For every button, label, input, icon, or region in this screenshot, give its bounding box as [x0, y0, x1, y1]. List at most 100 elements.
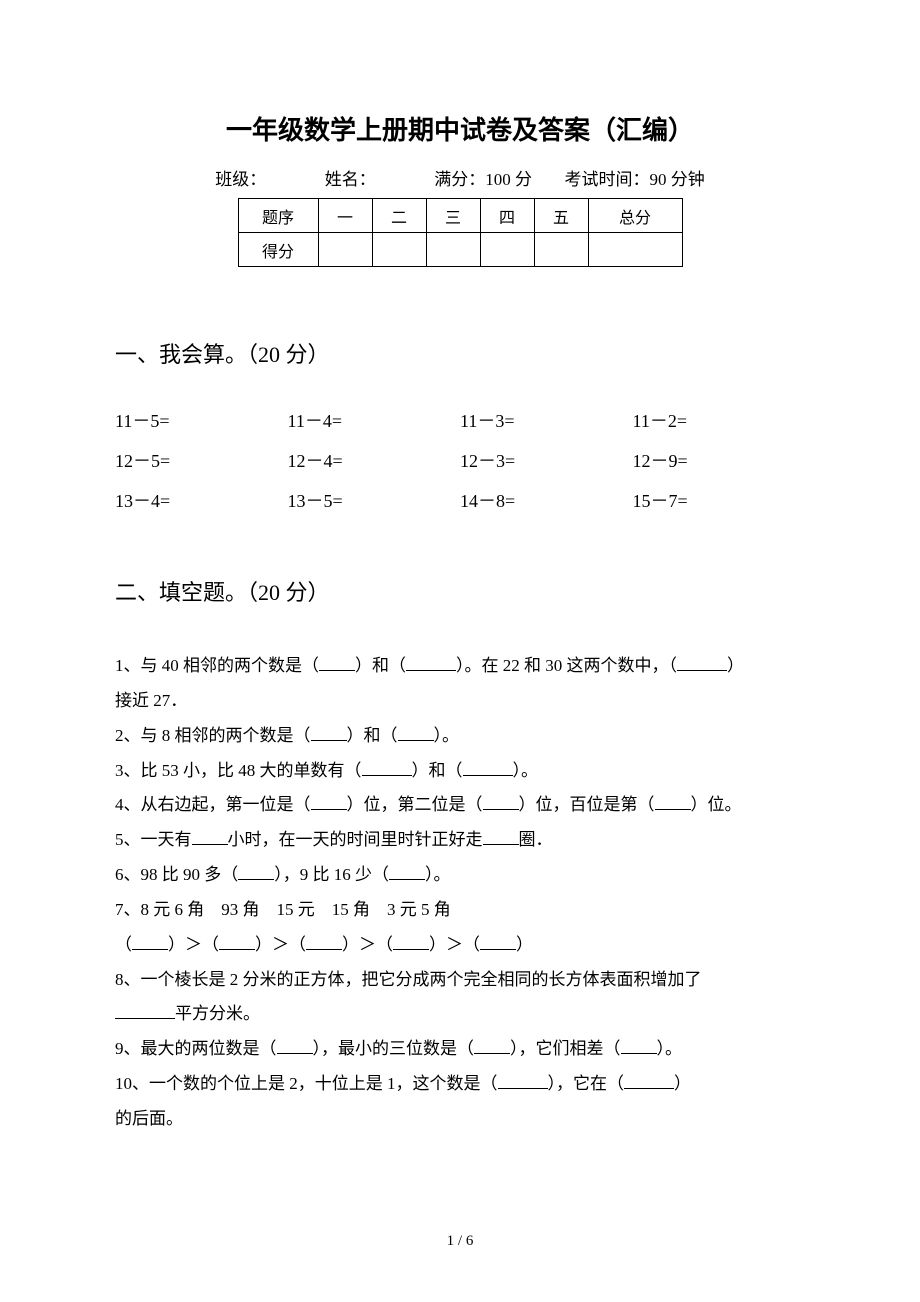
time-value: 90 分钟: [650, 165, 705, 190]
text: （: [115, 935, 132, 954]
section-heading: 二、填空题。（20 分）: [115, 575, 805, 607]
calc-item: 15－7=: [633, 487, 806, 513]
text: ），它们相差（: [510, 1039, 621, 1058]
text: 4、从右边起，第一位是（: [115, 795, 311, 814]
question-1-cont: 接近 27．: [115, 684, 805, 719]
calc-item: 11－2=: [633, 407, 806, 433]
question-3: 3、比 53 小，比 48 大的单数有（）和（）。: [115, 754, 805, 789]
cell: [318, 233, 372, 267]
question-1: 1、与 40 相邻的两个数是（ ）和（ ）。在 22 和 30 这两个数中，（ ）: [115, 649, 805, 684]
blank: [406, 654, 456, 671]
text: ）和（: [347, 726, 398, 745]
meta-line: 班级： 姓名： 满分：100 分 考试时间：90 分钟: [115, 165, 805, 190]
text: ）和（: [412, 761, 463, 780]
section-2: 二、填空题。（20 分） 1、与 40 相邻的两个数是（ ）和（ ）。在 22 和 …: [115, 575, 805, 1137]
text: ）位。: [691, 795, 742, 814]
section-heading: 一、我会算。（20 分）: [115, 337, 805, 369]
text: 8、一个棱长是 2 分米的正方体，把它分成两个完全相同的长方体表面积增加了: [115, 970, 702, 989]
blank: [483, 828, 519, 845]
calc-item: 14－8=: [460, 487, 633, 513]
cell: [588, 233, 682, 267]
text: 圈．: [519, 830, 553, 849]
fullscore-value: 100 分: [485, 165, 532, 190]
blank: [621, 1037, 657, 1054]
question-6: 6、98 比 90 多（ ），9 比 16 少（ ）。: [115, 858, 805, 893]
text: ）。: [425, 865, 451, 884]
question-5: 5、一天有 小时，在一天的时间里时针正好走 圈．: [115, 823, 805, 858]
text: ），最小的三位数是（: [313, 1039, 475, 1058]
text: 5、一天有: [115, 830, 192, 849]
blank: [398, 724, 434, 741]
blank: [474, 1037, 510, 1054]
blank: [306, 933, 342, 950]
cell-label: 得分: [238, 233, 318, 267]
text: ）。在 22 和 30 这两个数中，（: [456, 656, 677, 675]
blank: [192, 828, 228, 845]
text: ）＞（: [429, 935, 480, 954]
question-10: 10、一个数的个位上是 2，十位上是 1，这个数是（），它在（）: [115, 1067, 805, 1102]
blank: [655, 793, 691, 810]
blank: [463, 759, 513, 776]
calc-item: 11－5=: [115, 407, 288, 433]
calc-item: 12－4=: [288, 447, 461, 473]
text: ）。: [434, 726, 460, 745]
text: 接近 27．: [115, 691, 187, 710]
name-label: 姓名：: [325, 165, 376, 190]
page-footer: 1 / 6: [0, 1233, 920, 1250]
text: 3、比 53 小，比 48 大的单数有（: [115, 761, 362, 780]
document-title: 一年级数学上册期中试卷及答案（汇编）: [115, 110, 805, 147]
blank: [115, 1002, 175, 1019]
blank: [238, 863, 274, 880]
blank: [677, 654, 727, 671]
text: ）＞（: [342, 935, 393, 954]
blank: [393, 933, 429, 950]
text: ）＞（: [168, 935, 219, 954]
cell: 五: [534, 199, 588, 233]
blank: [498, 1072, 548, 1089]
question-4: 4、从右边起，第一位是（）位，第二位是（）位，百位是第（）位。: [115, 788, 805, 823]
text: ）: [674, 1074, 691, 1093]
blank: [277, 1037, 313, 1054]
cell: 三: [426, 199, 480, 233]
class-label: 班级：: [215, 165, 266, 190]
calc-grid: 11－5= 11－4= 11－3= 11－2= 12－5= 12－4= 12－3…: [115, 407, 805, 513]
calc-item: 12－3=: [460, 447, 633, 473]
text: ）: [727, 656, 744, 675]
blank: [219, 933, 255, 950]
text: 7、8 元 6 角 93 角 15 元 15 角 3 元 5 角: [115, 900, 451, 919]
text: 的后面。: [115, 1109, 183, 1128]
calc-item: 13－5=: [288, 487, 461, 513]
text: ）位，第二位是（: [347, 795, 483, 814]
blank: [483, 793, 519, 810]
blank: [362, 759, 412, 776]
cell: [534, 233, 588, 267]
cell-label: 题序: [238, 199, 318, 233]
time-label: 考试时间：: [565, 165, 650, 190]
calc-item: 11－3=: [460, 407, 633, 433]
text: 6、98 比 90 多（: [115, 865, 238, 884]
table-row: 得分: [238, 233, 682, 267]
blank: [311, 793, 347, 810]
text: 1、与 40 相邻的两个数是（: [115, 656, 319, 675]
text: 小时，在一天的时间里时针正好走: [228, 830, 483, 849]
fill-list: 1、与 40 相邻的两个数是（ ）和（ ）。在 22 和 30 这两个数中，（ ） 接…: [115, 649, 805, 1137]
cell: [426, 233, 480, 267]
question-7-cont: （）＞（）＞（）＞（）＞（）: [115, 928, 805, 963]
fullscore-label: 满分：: [434, 165, 485, 190]
question-9: 9、最大的两位数是（），最小的三位数是（），它们相差（）。: [115, 1032, 805, 1067]
text: ），9 比 16 少（: [274, 865, 389, 884]
blank: [389, 863, 425, 880]
text: ）和（: [355, 656, 406, 675]
text: 2、与 8 相邻的两个数是（: [115, 726, 311, 745]
cell: [372, 233, 426, 267]
calc-item: 12－5=: [115, 447, 288, 473]
text: 平方分米。: [175, 1004, 260, 1023]
cell: 四: [480, 199, 534, 233]
blank: [480, 933, 516, 950]
question-8-cont: 平方分米。: [115, 997, 805, 1032]
cell: [480, 233, 534, 267]
question-2: 2、与 8 相邻的两个数是（ ）和（ ）。: [115, 719, 805, 754]
table-row: 题序 一 二 三 四 五 总分: [238, 199, 682, 233]
calc-item: 11－4=: [288, 407, 461, 433]
cell-total: 总分: [588, 199, 682, 233]
